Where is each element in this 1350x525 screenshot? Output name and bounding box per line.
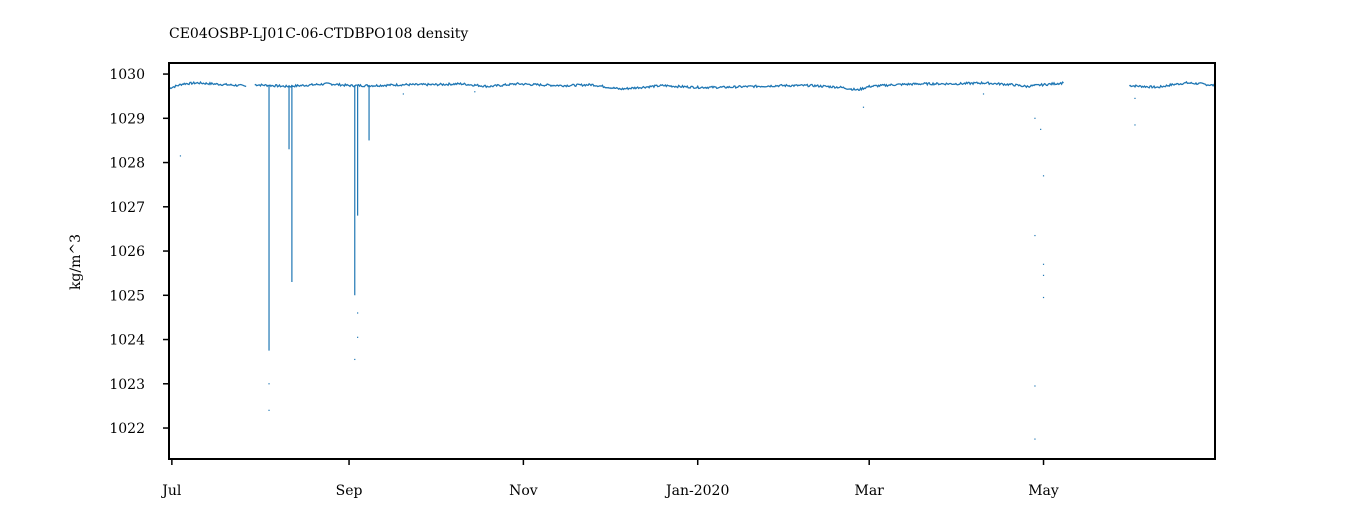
density-outlier-point (1042, 296, 1045, 299)
density-outlier-point (268, 409, 270, 411)
y-tick-label: 1024 (109, 333, 145, 349)
chart-title: CE04OSBP-LJ01C-06-CTDBPO108 density (169, 26, 468, 42)
density-outlier-point (354, 358, 356, 361)
density-outlier-point (1134, 124, 1136, 126)
density-outlier-point (1034, 117, 1036, 119)
x-tick-label: Jul (160, 483, 182, 499)
density-outlier-point (1034, 385, 1036, 387)
y-tick-label: 1030 (109, 67, 145, 83)
density-outlier-point (982, 93, 985, 95)
density-outlier-point (474, 91, 476, 93)
y-tick-label: 1022 (109, 421, 145, 437)
density-outlier-point (1042, 263, 1045, 265)
density-outlier-point (357, 312, 359, 314)
y-tick-label: 1026 (109, 244, 145, 260)
density-series-line (254, 80, 1064, 92)
density-outlier-point (1042, 274, 1045, 276)
x-tick-label: May (1028, 483, 1059, 499)
density-series-line (168, 80, 247, 90)
density-outlier-point (179, 155, 182, 157)
x-tick-label: Mar (855, 483, 885, 499)
x-tick-label: Sep (336, 483, 363, 499)
x-axis: Jul Sep Nov Jan-2020 Mar May (160, 459, 1059, 499)
density-series-line (1129, 80, 1216, 89)
plot-area (168, 80, 1216, 440)
y-tick-label: 1023 (109, 377, 145, 393)
density-outlier-point (1042, 175, 1045, 177)
density-outlier-point (402, 93, 404, 95)
density-outlier-point (1040, 128, 1042, 130)
y-tick-label: 1025 (109, 288, 145, 304)
plot-frame (168, 62, 1216, 460)
y-tick-label: 1028 (109, 156, 145, 172)
y-tick-label: 1027 (109, 200, 145, 216)
x-tick-label: Jan-2020 (664, 483, 729, 499)
density-outlier-point (1134, 97, 1136, 99)
y-axis: 1022 1023 1024 1025 1026 1027 1028 1029 1030 (109, 67, 169, 437)
density-outlier-point (862, 106, 865, 108)
density-outlier-point (1034, 438, 1036, 440)
x-tick-label: Nov (509, 483, 538, 499)
density-outlier-point (268, 383, 270, 385)
density-outlier-point (357, 336, 359, 338)
y-tick-label: 1029 (109, 111, 145, 127)
y-axis-label: kg/m^3 (68, 234, 84, 290)
density-outlier-point (1034, 234, 1036, 237)
